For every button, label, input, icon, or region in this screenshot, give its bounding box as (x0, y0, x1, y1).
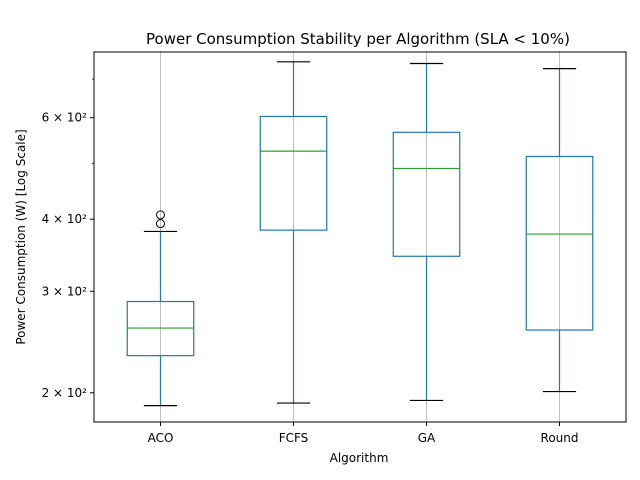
x-tick-label-aco: ACO (148, 431, 174, 445)
tick-layer: ACO FCFS GA Round 2 × 10² 3 × 10² 4 × 10² 6 × 1… (42, 78, 579, 445)
x-axis-label: Algorithm (330, 451, 389, 465)
box-group-fcfs (259, 61, 328, 404)
y-tick-label: 4 × 10² (42, 212, 88, 226)
chart-title: Power Consumption Stability per Algorith… (146, 30, 570, 48)
y-tick-label: 6 × 10² (42, 111, 88, 125)
outlier-point (156, 210, 165, 220)
box-layer (126, 61, 594, 407)
plot-area-frame (93, 51, 627, 423)
box-group-ga (392, 62, 461, 402)
box-iqr (259, 115, 328, 231)
x-tick-label-round: Round (541, 431, 579, 445)
x-tick-label-ga: GA (418, 431, 436, 445)
box-group-aco (126, 210, 195, 407)
grid-layer (160, 52, 560, 422)
y-tick-label: 3 × 10² (42, 284, 88, 298)
x-tick-label-fcfs: FCFS (279, 431, 309, 445)
outlier-point (156, 219, 165, 229)
box-group-round (525, 67, 594, 393)
y-tick-label: 2 × 10² (42, 386, 88, 400)
y-axis-label: Power Consumption (W) [Log Scale] (14, 129, 28, 344)
box-iqr (392, 131, 461, 257)
box-iqr (525, 155, 594, 331)
